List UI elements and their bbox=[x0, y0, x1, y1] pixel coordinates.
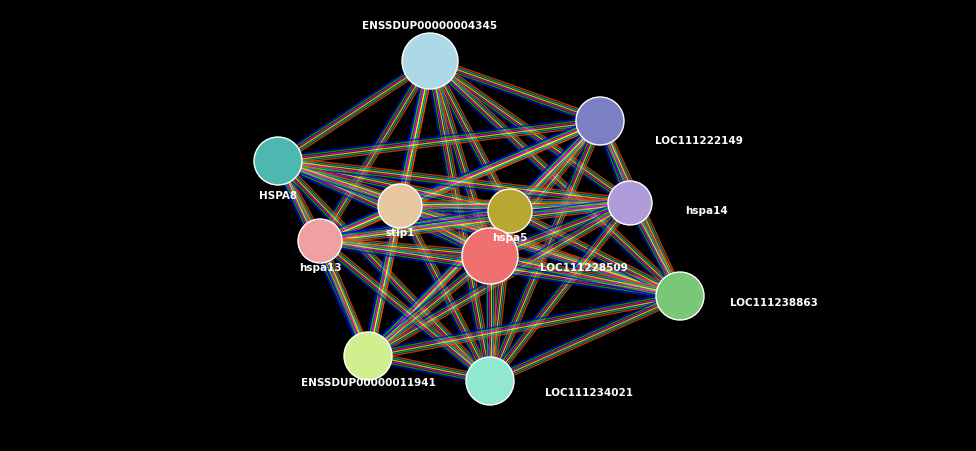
Circle shape bbox=[608, 181, 652, 225]
Text: hspa5: hspa5 bbox=[492, 233, 528, 243]
Text: HSPA8: HSPA8 bbox=[259, 191, 297, 201]
Circle shape bbox=[466, 357, 514, 405]
Text: ENSSDUP00000004345: ENSSDUP00000004345 bbox=[362, 21, 498, 31]
Text: LOC111222149: LOC111222149 bbox=[655, 136, 743, 146]
Text: hspa14: hspa14 bbox=[685, 206, 728, 216]
Text: LOC111228509: LOC111228509 bbox=[540, 263, 628, 273]
Circle shape bbox=[402, 33, 458, 89]
Text: hspa13: hspa13 bbox=[299, 263, 342, 273]
Text: ENSSDUP00000011941: ENSSDUP00000011941 bbox=[301, 378, 435, 388]
Circle shape bbox=[378, 184, 422, 228]
Circle shape bbox=[298, 219, 342, 263]
Text: LOC111234021: LOC111234021 bbox=[545, 388, 633, 398]
Circle shape bbox=[462, 228, 518, 284]
Text: stip1: stip1 bbox=[386, 228, 415, 238]
Circle shape bbox=[576, 97, 624, 145]
Text: LOC111238863: LOC111238863 bbox=[730, 298, 818, 308]
Circle shape bbox=[656, 272, 704, 320]
Circle shape bbox=[254, 137, 302, 185]
Circle shape bbox=[344, 332, 392, 380]
Circle shape bbox=[488, 189, 532, 233]
